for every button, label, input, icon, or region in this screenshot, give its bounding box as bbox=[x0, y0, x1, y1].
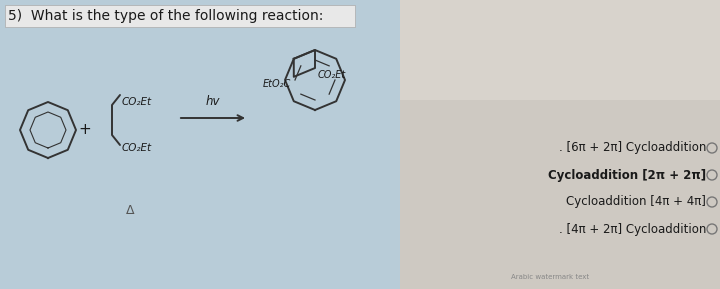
Text: CO₂Et: CO₂Et bbox=[122, 97, 152, 107]
Text: hv: hv bbox=[206, 95, 220, 108]
Text: 5)  What is the type of the following reaction:: 5) What is the type of the following rea… bbox=[8, 9, 323, 23]
Text: CO₂Et: CO₂Et bbox=[122, 143, 152, 153]
FancyBboxPatch shape bbox=[0, 0, 400, 289]
Text: Cycloaddition [4π + 4π]: Cycloaddition [4π + 4π] bbox=[566, 195, 706, 208]
FancyBboxPatch shape bbox=[400, 0, 720, 289]
Text: . [4π + 2π] Cycloaddition: . [4π + 2π] Cycloaddition bbox=[559, 223, 706, 236]
Text: . [6π + 2π] Cycloaddition: . [6π + 2π] Cycloaddition bbox=[559, 142, 706, 155]
Text: Cycloaddition [2π + 2π]: Cycloaddition [2π + 2π] bbox=[548, 168, 706, 181]
Text: $\Delta$: $\Delta$ bbox=[125, 203, 135, 216]
Text: CO₂Et: CO₂Et bbox=[318, 70, 346, 80]
Text: Arabic watermark text: Arabic watermark text bbox=[511, 274, 589, 280]
FancyBboxPatch shape bbox=[400, 0, 720, 100]
Text: EtO₂C: EtO₂C bbox=[263, 79, 291, 89]
Text: +: + bbox=[78, 123, 91, 138]
FancyBboxPatch shape bbox=[5, 5, 355, 27]
